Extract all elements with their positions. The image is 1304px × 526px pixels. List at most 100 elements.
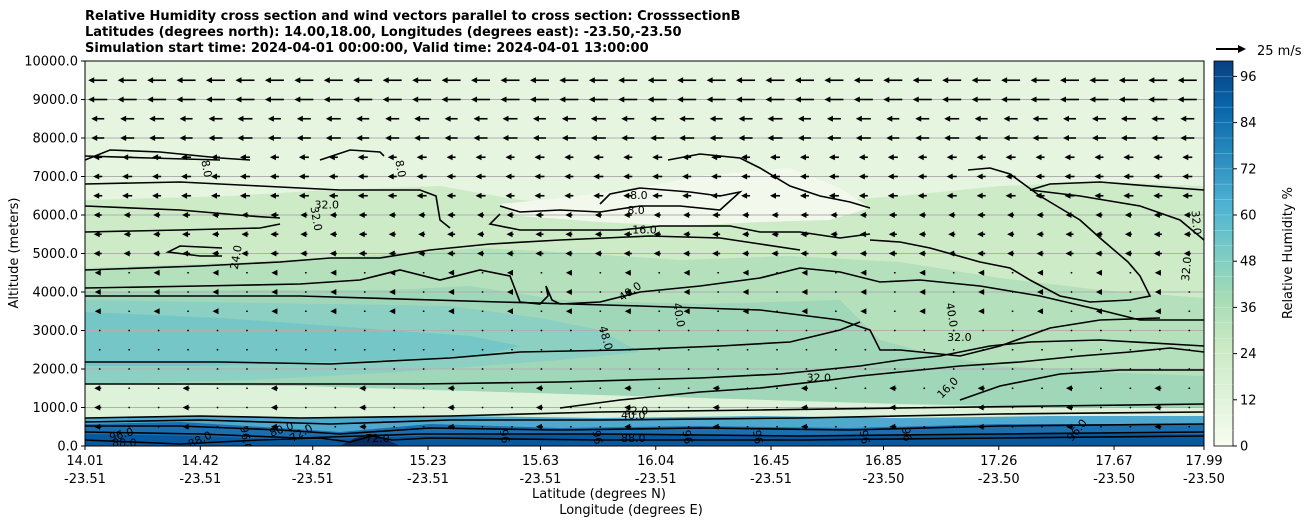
x-tick-label-lon: -23.51 [635, 472, 677, 487]
wind-vector-dot [952, 425, 955, 428]
wind-vector-head [801, 269, 808, 276]
wind-vector-head [824, 96, 831, 103]
wind-vector-head [738, 115, 745, 122]
wind-vector-head [388, 231, 395, 238]
wind-vector-dot [1100, 348, 1102, 351]
wind-vector-head [1123, 192, 1130, 199]
wind-vector-head [883, 77, 890, 84]
wind-vector-dot [1041, 425, 1043, 428]
wind-vector-head [830, 250, 837, 257]
wind-vector-head [1154, 289, 1161, 295]
wind-vector-head [977, 212, 984, 218]
wind-vector-dot [599, 271, 602, 274]
wind-vector-head [296, 135, 303, 141]
wind-vector-dot [481, 310, 484, 313]
wind-vector-head [448, 269, 455, 276]
wind-vector-head [241, 212, 248, 218]
wind-vector-head [828, 192, 835, 199]
wind-vector-head [1182, 173, 1189, 180]
wind-vector-head [389, 308, 396, 315]
wind-vector-head [329, 231, 336, 238]
wind-vector-head [830, 231, 837, 238]
wind-vector-head [799, 173, 806, 180]
wind-vector-head [1062, 135, 1069, 141]
wind-vector-head [117, 77, 124, 84]
wind-vector-head [176, 96, 183, 103]
wind-vector-dot [304, 348, 307, 351]
wind-vector-head [800, 385, 807, 392]
wind-vector-dot [98, 329, 101, 332]
contour-line-8-right-2 [869, 167, 1152, 303]
wind-vector-head [385, 115, 392, 122]
wind-vector-dot [246, 271, 248, 274]
wind-vector-dot [393, 368, 396, 370]
wind-vector-head [1183, 231, 1190, 238]
wind-vector-dot [511, 348, 513, 351]
wind-vector-dot [157, 406, 160, 409]
wind-vector-head [269, 173, 276, 180]
wind-vector-dot [1129, 310, 1132, 313]
wind-vector-head [859, 250, 866, 257]
wind-vector-head [565, 308, 572, 315]
wind-vector-head [473, 115, 480, 122]
wind-vector-head [1182, 192, 1189, 199]
wind-vector-dot [187, 348, 189, 351]
x-tick-label-lon: -23.50 [1183, 472, 1225, 487]
wind-vector-dot [481, 406, 484, 409]
wind-vector-dot [363, 291, 366, 293]
wind-vector-dot [923, 368, 926, 370]
wind-vector-dot [187, 329, 189, 332]
wind-vector-dot [835, 291, 837, 293]
wind-vector-head [506, 250, 513, 257]
wind-vector-head [153, 212, 160, 218]
wind-vector-dot [128, 368, 131, 370]
contour-label: 8.0 [627, 204, 645, 217]
wind-vector-head [153, 231, 160, 238]
wind-vector-dot [717, 310, 720, 313]
wind-vector-dot [776, 291, 778, 293]
contour-label: 96 [497, 428, 512, 444]
wind-vector-head [770, 192, 777, 199]
wind-vector-head [826, 115, 833, 122]
wind-vector-head [1007, 250, 1014, 257]
wind-vector-dot [1070, 310, 1073, 313]
wind-vector-head [677, 77, 684, 84]
wind-vector-head [1036, 231, 1043, 238]
wind-vector-head [917, 173, 924, 180]
y-tick-label: 1000.0 [33, 401, 79, 416]
wind-vector-head [915, 115, 922, 122]
wind-vector-dot [599, 368, 602, 370]
wind-vector-head [1154, 385, 1161, 392]
colorbar-tick-label: 12 [1240, 393, 1257, 408]
wind-vector-head [977, 385, 984, 392]
wind-vector-head [1183, 250, 1190, 257]
wind-vector-dot [304, 329, 307, 332]
wind-vector-head [418, 212, 425, 218]
wind-vector-head [330, 308, 337, 315]
wind-vector-dot [923, 406, 926, 409]
wind-vector-head [944, 135, 951, 141]
wind-vector-head [447, 423, 454, 430]
wind-vector-head [1180, 115, 1187, 122]
wind-vector-dot [746, 387, 749, 390]
wind-vector-dot [481, 271, 484, 274]
wind-vector-dot [746, 329, 749, 332]
contour-line-32-left-3 [85, 223, 281, 233]
wind-vector-head [1001, 77, 1008, 84]
wind-vector-dot [246, 310, 248, 313]
wind-vector-dot [599, 406, 602, 409]
contour-label: 40.0 [621, 409, 646, 422]
y-tick-label: 2000.0 [33, 363, 79, 378]
wind-vector-dot [128, 329, 131, 332]
rh-band-moist-layer [85, 384, 1204, 420]
wind-vector-head [211, 192, 218, 199]
wind-vector-head [912, 96, 919, 103]
wind-vector-head [269, 154, 276, 161]
wind-vector-head [738, 135, 745, 141]
wind-vector-head [387, 154, 394, 161]
wind-vector-head [1177, 96, 1184, 103]
wind-vector-head [1001, 96, 1008, 103]
contour-line-8-left-2 [85, 155, 221, 161]
wind-vector-head [886, 115, 893, 122]
